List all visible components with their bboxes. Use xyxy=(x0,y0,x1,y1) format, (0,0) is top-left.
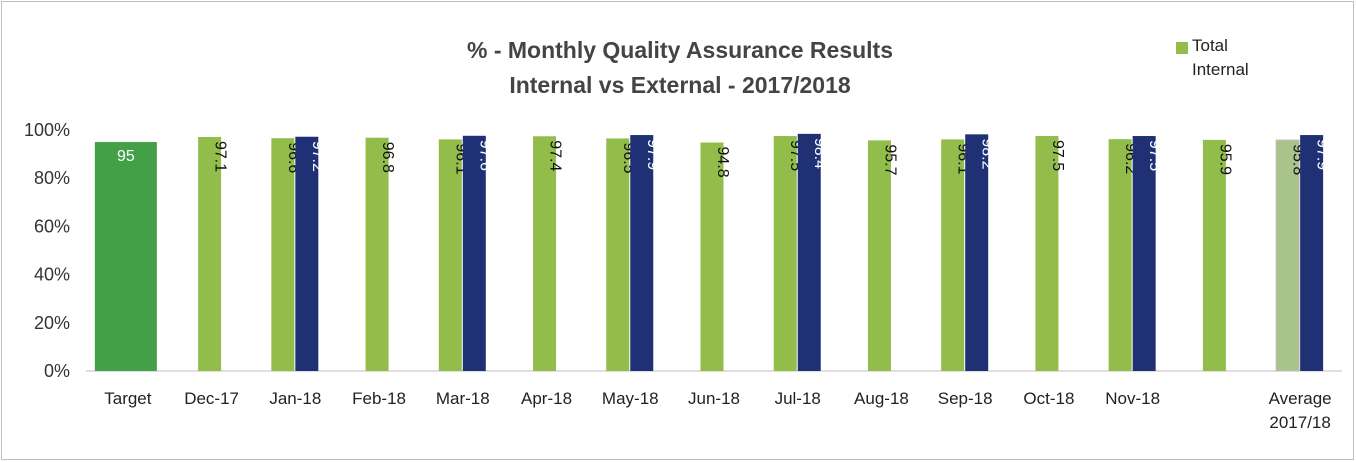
x-tick-label: Sep-18 xyxy=(937,389,993,408)
bar xyxy=(365,137,389,371)
bar xyxy=(941,139,965,371)
bar xyxy=(867,140,891,371)
chart-subtitle: Internal vs External - 2017/2018 xyxy=(509,72,851,98)
x-tick-label: Aug-18 xyxy=(854,389,909,408)
x-tick-label: May-18 xyxy=(601,389,659,408)
legend-swatch xyxy=(1176,42,1188,54)
x-tick-label: Oct-18 xyxy=(1023,389,1075,408)
bar xyxy=(198,136,222,371)
data-label: 97.9 xyxy=(1314,139,1331,170)
x-tick-label: Apr-18 xyxy=(521,389,573,408)
bar xyxy=(94,142,157,371)
y-tick-label: 20% xyxy=(34,313,70,333)
bar xyxy=(462,135,486,371)
data-label: 97.5 xyxy=(1049,140,1066,171)
x-tick-label: Jun-18 xyxy=(688,389,740,408)
data-label: 95.9 xyxy=(1216,144,1233,175)
x-tick-label: Feb-18 xyxy=(352,389,406,408)
bar xyxy=(630,135,654,371)
data-label: 97.4 xyxy=(547,140,564,171)
bar xyxy=(1202,139,1226,371)
y-tick-label: 40% xyxy=(34,265,70,285)
bar xyxy=(533,136,557,371)
legend-label: Total Internal xyxy=(1192,36,1249,79)
y-tick-label: 80% xyxy=(34,168,70,188)
bar xyxy=(271,138,295,371)
x-tick-label: Jan-18 xyxy=(269,389,322,408)
bar xyxy=(1300,135,1324,371)
data-label: 96.8 xyxy=(379,142,396,173)
x-tick-label: Dec-17 xyxy=(184,389,239,408)
bar xyxy=(773,136,797,371)
bar xyxy=(1132,136,1156,371)
bar xyxy=(1275,139,1300,372)
bar xyxy=(797,133,821,371)
bar xyxy=(606,138,630,371)
data-label: 98.4 xyxy=(811,138,828,169)
x-tick-label: Nov-18 xyxy=(1105,389,1161,408)
data-label: 97.2 xyxy=(309,141,326,172)
y-tick-label: 100% xyxy=(24,120,70,140)
x-tick-label: Average 2017/18 xyxy=(1268,389,1332,432)
data-label: 94.8 xyxy=(714,147,731,178)
bar xyxy=(438,139,462,371)
data-label: 98.2 xyxy=(979,138,996,169)
y-tick-label: 0% xyxy=(44,361,70,381)
bar xyxy=(1035,136,1059,371)
bar xyxy=(1108,139,1132,371)
data-label: 95 xyxy=(117,148,135,165)
y-tick-label: 60% xyxy=(34,216,70,236)
chart-title: % - Monthly Quality Assurance Results xyxy=(467,37,893,63)
bar xyxy=(295,136,319,371)
data-label: 97.9 xyxy=(644,139,661,170)
x-tick-label: Target xyxy=(104,389,152,408)
x-tick-label: Mar-18 xyxy=(435,389,490,408)
data-label: 97.6 xyxy=(476,140,493,171)
x-tick-label: Jul-18 xyxy=(774,389,821,408)
data-label: 97.5 xyxy=(1146,140,1163,171)
bar xyxy=(700,142,724,371)
data-label: 97.1 xyxy=(212,141,229,172)
data-label: 95.7 xyxy=(881,144,898,175)
bar xyxy=(965,134,989,371)
